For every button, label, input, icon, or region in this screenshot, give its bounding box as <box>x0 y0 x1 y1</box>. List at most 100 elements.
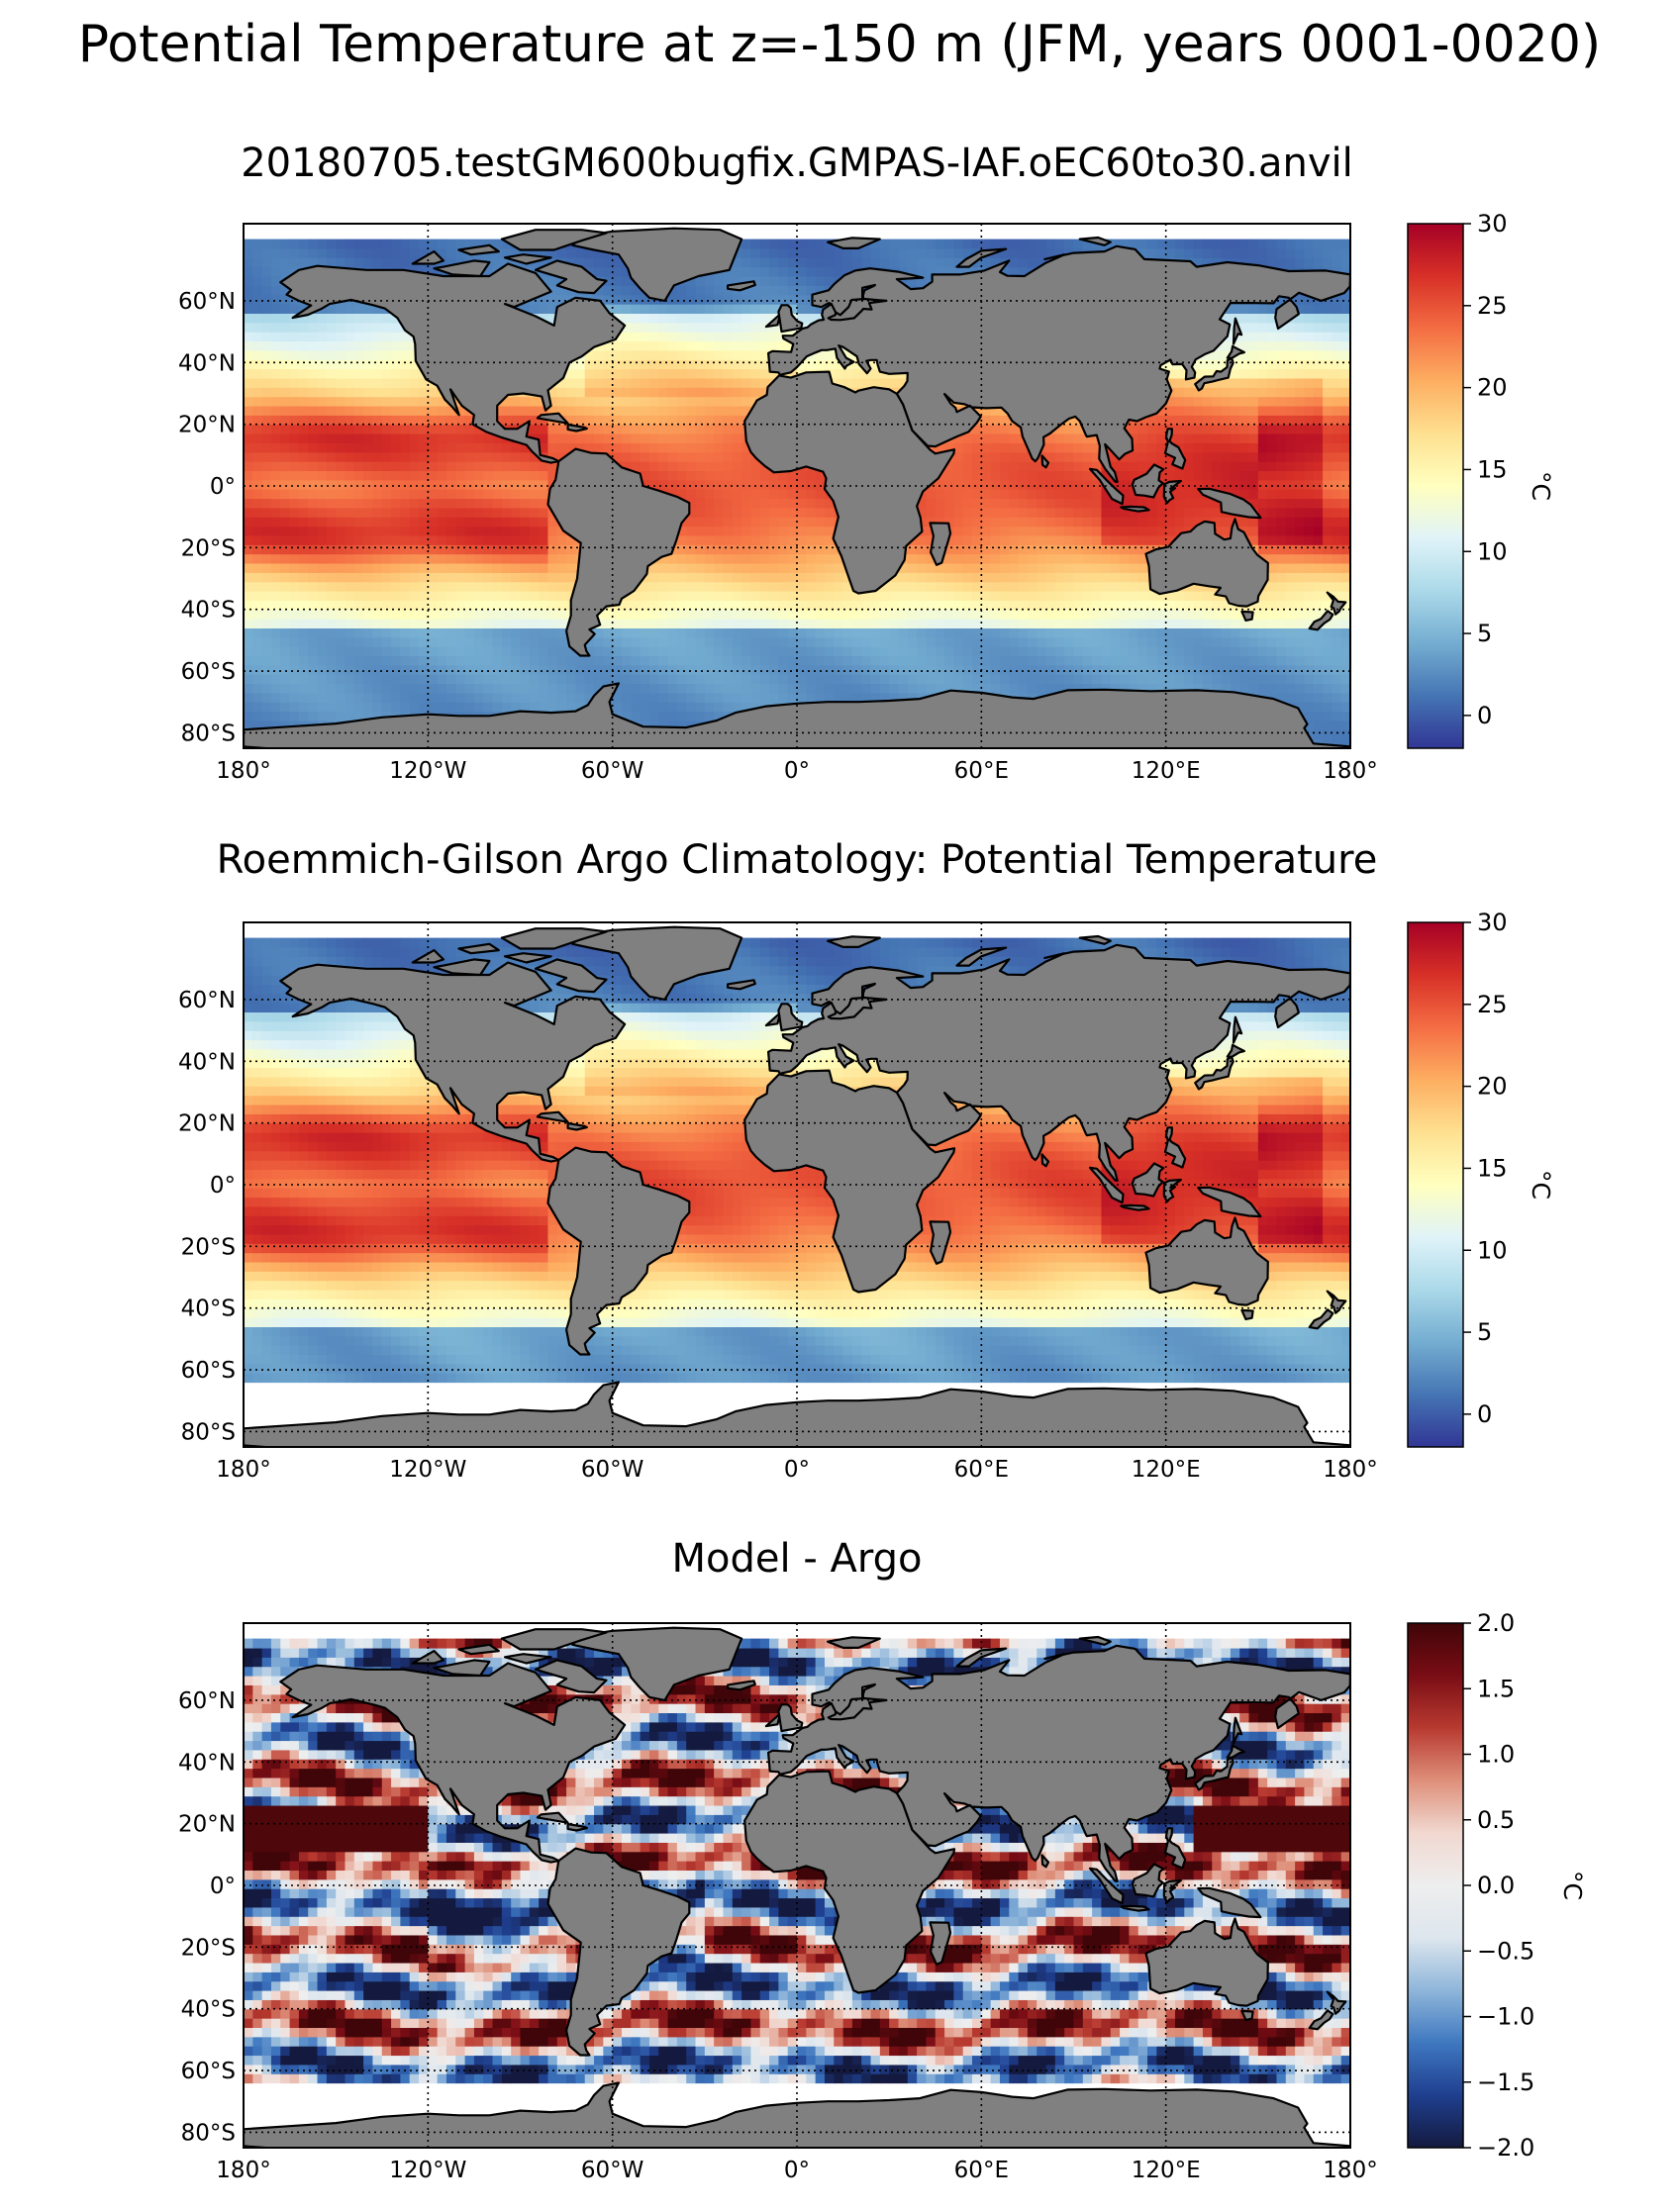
map-frame <box>243 921 1351 1448</box>
map-frame <box>243 223 1351 749</box>
colorbar-label: °C <box>1527 471 1555 501</box>
landmass <box>1194 356 1235 392</box>
landmass <box>955 1647 1008 1668</box>
colorbar-tick-label: 25 <box>1477 991 1508 1018</box>
y-tick-label: 20°S <box>181 1935 236 1961</box>
colorbar-tick-label: 15 <box>1477 1154 1508 1182</box>
colorbar-tick-label: 20 <box>1477 1073 1508 1101</box>
landmass <box>571 227 743 302</box>
colorbar-tick-label: 10 <box>1477 537 1508 565</box>
panel-difference: Model - Argo 180° 120°W 60°W 0° 60°E 120°E 180… <box>178 1536 1587 2183</box>
landmass <box>1240 2009 1254 2021</box>
map-plot-area <box>244 1623 1350 2148</box>
landmass <box>571 925 743 1001</box>
landmass <box>536 412 569 425</box>
landmass <box>1232 1015 1243 1044</box>
landmass <box>1040 454 1050 469</box>
landmass <box>767 1644 1350 1882</box>
x-tick-label: 0° <box>784 758 810 784</box>
landmass <box>1326 1990 1347 2015</box>
colorbar-tick-label: 5 <box>1477 620 1492 647</box>
landmass <box>1144 518 1269 608</box>
landmass <box>1232 1716 1243 1745</box>
landmass <box>1163 1126 1187 1169</box>
landmass <box>534 259 608 295</box>
colorbar-tick-label: −1.0 <box>1477 2003 1534 2031</box>
landmass <box>827 935 881 948</box>
x-tick-label: 180° <box>1323 758 1377 784</box>
colorbar <box>1407 921 1464 1448</box>
x-tick-label: 0° <box>784 1457 810 1483</box>
panel-model: 20180705.testGM600bugfix.GMPAS-IAF.oEC60… <box>178 141 1555 784</box>
colorbar-tick-label: 20 <box>1477 374 1508 402</box>
landmass <box>955 247 1008 268</box>
y-tick-label: 60°S <box>181 1358 236 1384</box>
landmass <box>1078 1635 1112 1646</box>
x-tick-label: 180° <box>216 1457 270 1483</box>
landmass <box>534 958 608 994</box>
colorbar-tick-label: −0.5 <box>1477 1937 1534 1965</box>
landmass <box>1197 1186 1262 1218</box>
landmass <box>727 1680 756 1691</box>
panel-title: Roemmich-Gilson Argo Climatology: Potent… <box>217 837 1378 883</box>
colorbar <box>1407 223 1464 749</box>
y-tick-label: 60°N <box>178 1688 236 1714</box>
x-tick-label: 180° <box>216 2158 270 2183</box>
map-frame <box>243 1622 1351 2149</box>
x-tick-label: 180° <box>216 758 270 784</box>
landmass <box>1131 463 1165 499</box>
landmass <box>1194 1055 1235 1091</box>
landmass <box>566 1121 588 1131</box>
landmass <box>1131 1863 1165 1898</box>
landmass <box>1197 1886 1262 1919</box>
colorbar-tick-label: −2.0 <box>1477 2134 1534 2162</box>
landmass <box>1120 505 1150 513</box>
landmass <box>1162 479 1182 505</box>
y-tick-label: 20°S <box>181 1234 236 1260</box>
x-tick-label: 120°E <box>1132 758 1201 784</box>
landmass <box>1040 1854 1050 1869</box>
map-axis-ticks: 180° 120°W 60°W 0° 60°E 120°E 180° 60°N 40°N 20°N… <box>178 988 1378 1483</box>
landmass <box>727 280 756 292</box>
landmass <box>433 1659 491 1678</box>
landmass <box>1078 934 1112 945</box>
y-tick-label: 40°N <box>178 1049 236 1075</box>
colorbar-tick-label: 0.5 <box>1477 1806 1515 1834</box>
y-tick-label: 60°S <box>181 659 236 685</box>
y-tick-label: 0° <box>210 1173 236 1199</box>
landmass <box>500 1628 608 1651</box>
landmass <box>500 927 608 950</box>
landmass <box>764 1713 781 1728</box>
landmass <box>500 229 608 251</box>
landmass <box>1078 236 1112 246</box>
landmass <box>929 522 952 566</box>
landmass <box>244 2081 1350 2148</box>
landmass <box>1040 1153 1050 1168</box>
colorbar <box>1407 1622 1464 2149</box>
landmass <box>764 1012 781 1027</box>
landmass <box>1326 591 1347 616</box>
colorbar-tick-label: 0.0 <box>1477 1872 1515 1899</box>
x-tick-label: 60°W <box>581 2158 644 2183</box>
x-tick-label: 60°E <box>954 758 1009 784</box>
landmass <box>1226 1043 1245 1058</box>
y-tick-label: 20°N <box>178 1111 236 1137</box>
colorbar-tick-label: 1.5 <box>1477 1675 1515 1702</box>
landmass <box>433 259 491 278</box>
colorbar-tick-label: −1.5 <box>1477 2068 1534 2096</box>
y-tick-label: 40°S <box>181 598 236 624</box>
landmass <box>1144 1917 1269 2007</box>
landmass <box>767 244 1350 483</box>
landmass <box>457 942 500 955</box>
x-tick-label: 0° <box>784 2158 810 2183</box>
x-tick-label: 60°E <box>954 1457 1009 1483</box>
y-tick-label: 40°N <box>178 1750 236 1776</box>
landmass <box>1308 2009 1334 2031</box>
colorbar-tick-label: 5 <box>1477 1318 1492 1346</box>
y-tick-label: 60°N <box>178 988 236 1013</box>
landmass <box>244 1381 1350 1447</box>
landmass <box>457 1643 500 1656</box>
panel-argo: Roemmich-Gilson Argo Climatology: Potent… <box>178 837 1555 1483</box>
landmass <box>244 682 1350 748</box>
landmass <box>536 1110 569 1123</box>
